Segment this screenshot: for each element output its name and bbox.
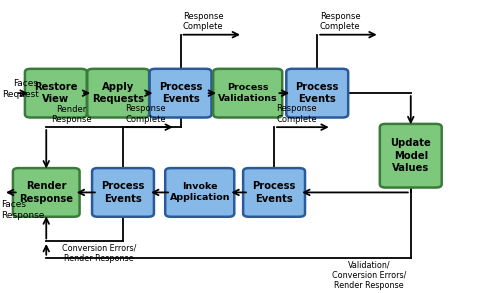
Text: Process
Events: Process Events [101,181,144,204]
FancyBboxPatch shape [92,168,154,217]
FancyBboxPatch shape [149,69,211,117]
FancyBboxPatch shape [13,168,79,217]
Text: Render
Response: Render Response [19,181,73,204]
Text: Update
Model
Values: Update Model Values [390,138,430,173]
Text: Apply
Requests: Apply Requests [92,82,144,104]
Text: Response
Complete: Response Complete [319,12,360,31]
Text: Process
Events: Process Events [295,82,338,104]
FancyBboxPatch shape [87,69,149,117]
Text: Validation/
Conversion Errors/
Render Response: Validation/ Conversion Errors/ Render Re… [331,260,405,290]
FancyBboxPatch shape [242,168,304,217]
Text: Response
Complete: Response Complete [125,105,166,124]
FancyBboxPatch shape [213,69,282,117]
Text: Faces
Request: Faces Request [1,79,38,99]
Text: Render
Response: Render Response [51,105,92,125]
FancyBboxPatch shape [379,124,441,188]
Text: Restore
View: Restore View [34,82,77,104]
Text: Response
Complete: Response Complete [276,105,316,124]
Text: Process
Events: Process Events [158,82,202,104]
Text: Process
Events: Process Events [252,181,295,204]
Text: Conversion Errors/
Render Response: Conversion Errors/ Render Response [62,243,136,263]
Text: Response
Complete: Response Complete [182,12,223,31]
FancyBboxPatch shape [165,168,234,217]
Text: Process
Validations: Process Validations [217,83,277,103]
FancyBboxPatch shape [286,69,348,117]
FancyBboxPatch shape [25,69,86,117]
Text: Faces
Response: Faces Response [1,200,45,220]
Text: Invoke
Application: Invoke Application [169,182,229,202]
